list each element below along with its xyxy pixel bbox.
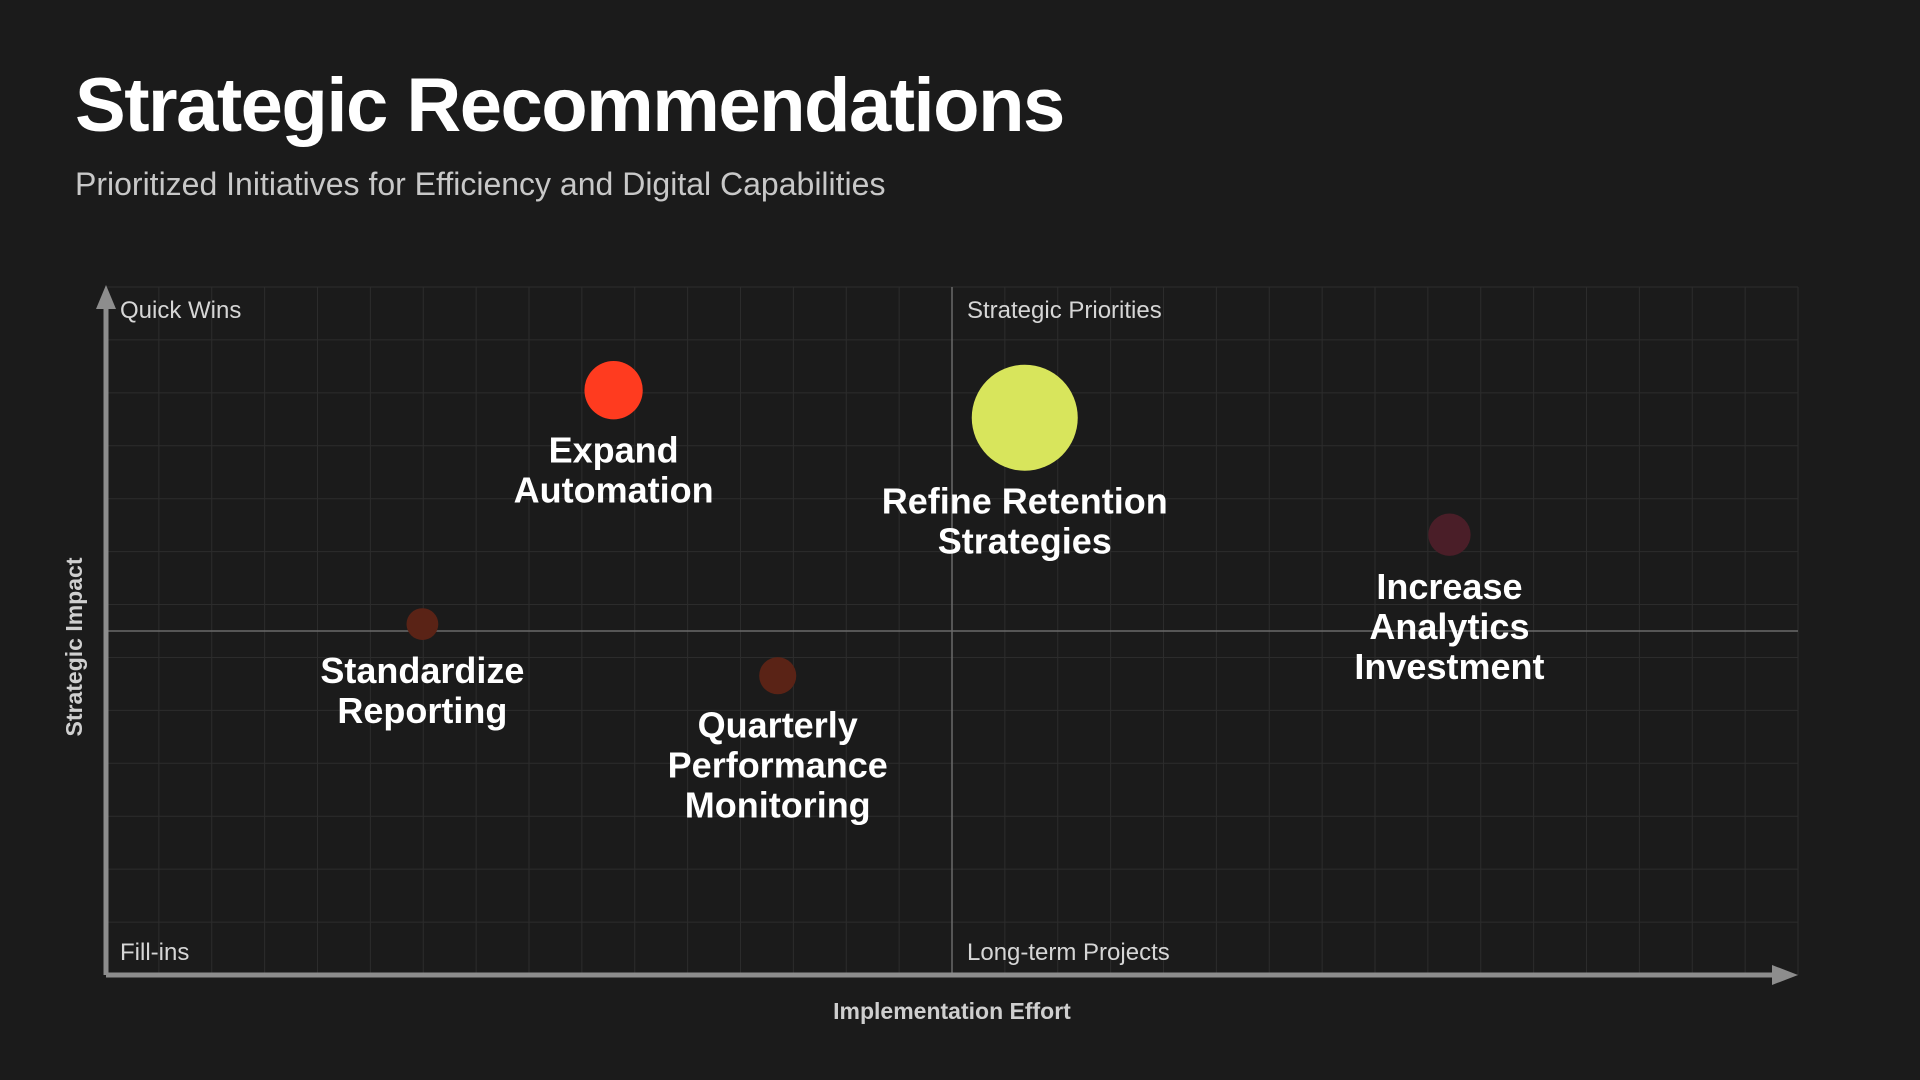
data-point-bubble[interactable] — [584, 361, 643, 420]
data-point-label-line: Refine Retention — [882, 481, 1168, 522]
quadrant-label-fill-ins: Fill-ins — [120, 939, 189, 966]
data-point-label-line: Standardize — [320, 650, 524, 691]
y-axis-title: Strategic Impact — [61, 557, 87, 736]
page-title: Strategic Recommendations — [75, 63, 1065, 148]
data-point-label-line: Expand — [549, 429, 679, 470]
data-point-label-line: Performance — [668, 744, 888, 785]
data-point-label: Expand Automation — [514, 429, 714, 510]
data-point-label-line: Quarterly — [698, 704, 858, 745]
data-point-label-line: Analytics — [1369, 606, 1529, 647]
data-point-label: Standardize Reporting — [320, 650, 524, 731]
page-subtitle: Prioritized Initiatives for Efficiency a… — [75, 166, 886, 202]
data-point-label: Increase Analytics Investment — [1354, 566, 1544, 687]
quadrant-label-quick-wins: Quick Wins — [120, 297, 241, 324]
data-point-label-line: Increase — [1376, 566, 1522, 607]
data-point-label: Refine Retention Strategies — [882, 481, 1168, 562]
data-points: Expand Automation Refine Retention Strategi… — [320, 361, 1544, 825]
x-axis-title: Implementation Effort — [833, 998, 1071, 1024]
data-point-label-line: Reporting — [337, 690, 507, 731]
data-point-label-line: Strategies — [938, 521, 1112, 562]
data-point-label-line: Automation — [514, 469, 714, 510]
data-point-bubble[interactable] — [406, 608, 439, 641]
y-axis-arrow — [96, 285, 116, 309]
data-point-bubble[interactable] — [759, 657, 797, 695]
data-point-label-line: Investment — [1354, 646, 1544, 687]
quadrant-label-long-term-projects: Long-term Projects — [967, 939, 1170, 966]
chart-axes — [96, 285, 1798, 985]
quadrant-label-strategic-priorities: Strategic Priorities — [967, 297, 1162, 324]
x-axis-arrow — [1772, 965, 1798, 985]
data-point-label-line: Monitoring — [685, 784, 871, 825]
data-point-bubble[interactable] — [971, 364, 1078, 471]
data-point-bubble[interactable] — [1428, 513, 1471, 556]
data-point-label: Quarterly Performance Monitoring — [668, 704, 888, 825]
